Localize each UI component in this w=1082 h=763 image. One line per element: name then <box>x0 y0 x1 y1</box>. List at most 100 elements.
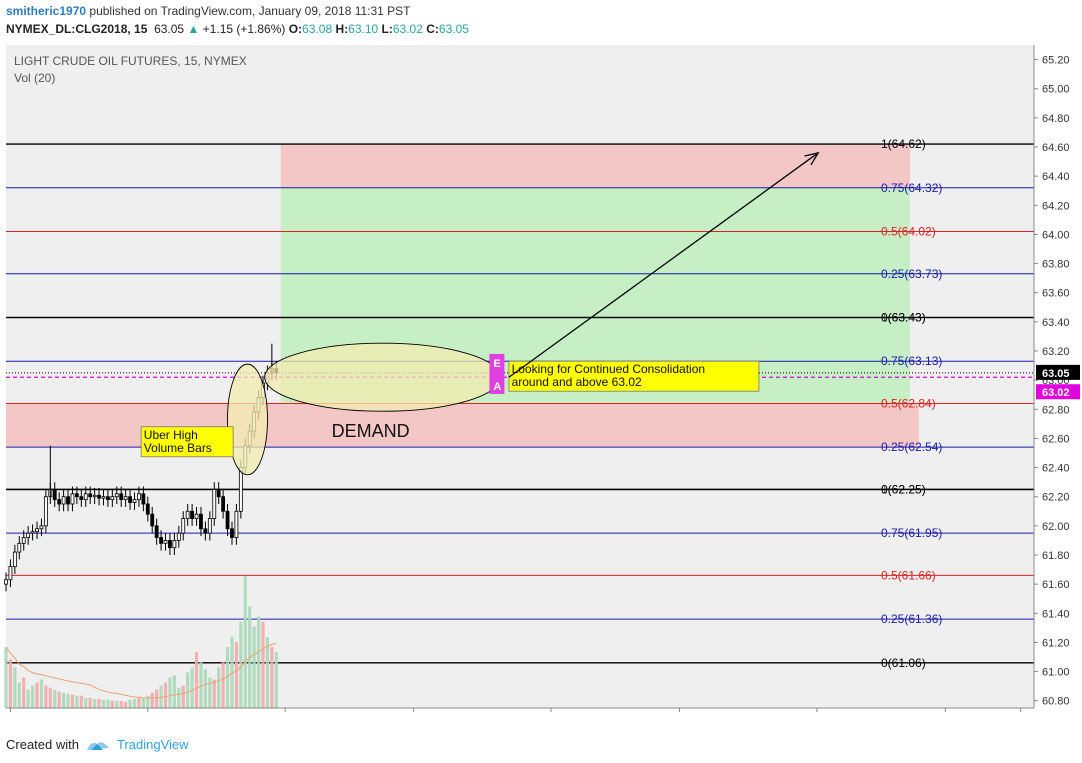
volume-bar <box>230 636 234 708</box>
volume-ma-line <box>5 642 277 699</box>
tradingview-brand-link[interactable]: TradingView <box>116 737 189 752</box>
change-value: +1.15 (+1.86%) <box>202 22 286 36</box>
demand-ellipse <box>264 342 502 412</box>
volume-bar <box>212 679 216 708</box>
y-tick-label: 62.40 <box>1042 463 1070 475</box>
volume-bar <box>243 576 247 708</box>
candle-body <box>57 499 62 505</box>
volume-bar <box>53 689 57 708</box>
y-tick-label: 61.00 <box>1042 667 1070 679</box>
volume-bar <box>106 699 110 708</box>
y-tick-label: 63.80 <box>1042 259 1070 271</box>
volume-bar <box>97 698 101 708</box>
created-with-text: Created with <box>6 737 79 752</box>
y-tick-label: 60.80 <box>1042 696 1070 708</box>
y-tick-label: 62.00 <box>1042 521 1070 533</box>
y-tick-label: 62.80 <box>1042 404 1070 416</box>
fib-label-middle-1: 0.75(63.13) <box>881 354 942 368</box>
volume-bar <box>163 682 168 708</box>
fib-label-lower-2: 0.5(61.66) <box>881 568 936 582</box>
footer: Created with TradingView <box>6 737 189 752</box>
symbol-name: NYMEX_DL:CLG2018, 15 <box>6 22 148 36</box>
volume-bar <box>13 667 17 708</box>
entry-marker-e: E <box>493 358 500 370</box>
candle-body <box>185 510 190 519</box>
volume-bar <box>101 699 106 708</box>
candle-body <box>17 542 22 553</box>
volume-bar <box>115 700 119 708</box>
x-axis-panel <box>6 708 1034 713</box>
candle-body <box>190 510 195 519</box>
volume-bar <box>199 662 203 708</box>
close-value: 63.05 <box>438 22 469 36</box>
volume-bar <box>119 700 123 708</box>
candle-body <box>21 537 26 544</box>
last-price-tag <box>1036 364 1080 380</box>
candle-body <box>154 525 159 538</box>
volume-bar <box>155 689 159 708</box>
candle-body <box>70 493 75 505</box>
volume-bar <box>110 700 114 708</box>
volume-bar <box>265 636 270 708</box>
target-arrow-head <box>804 151 820 166</box>
candle-body <box>128 496 132 503</box>
candle-body <box>114 493 119 498</box>
volume-bar <box>4 647 8 708</box>
price-chart[interactable]: 1(64.62) 0.75(64.32) 0.5(64.02) 0.25(63.73)… <box>0 41 1082 713</box>
candle-body <box>106 496 110 501</box>
entry-marker-a: A <box>493 381 501 393</box>
volume-bar <box>203 669 207 708</box>
upper-risk-zone <box>280 144 910 188</box>
y-tick-label: 63.40 <box>1042 317 1070 329</box>
open-label: O: <box>288 22 303 36</box>
candle-body <box>159 537 163 544</box>
candle-body <box>4 579 8 585</box>
volume-bar <box>8 659 13 708</box>
volume-bar <box>186 672 190 708</box>
volume-bar <box>26 689 30 708</box>
fib-label-upper-3: 0.25(63.73) <box>881 267 942 281</box>
volume-bar <box>159 685 163 708</box>
candle-body <box>234 510 239 538</box>
volume-bar <box>177 687 181 708</box>
candle-body <box>74 493 79 498</box>
volume-bar <box>88 697 92 708</box>
volume-bar <box>168 677 172 708</box>
volume-bar <box>146 695 150 708</box>
entry-marker <box>489 353 505 394</box>
volume-bar <box>79 695 83 708</box>
volume-bar <box>39 679 44 708</box>
volume-bar <box>141 697 145 708</box>
y-tick-label: 61.40 <box>1042 608 1070 620</box>
candle-body <box>230 528 234 538</box>
demand-label: DEMAND <box>332 421 410 441</box>
y-tick-label: 63.20 <box>1042 346 1070 358</box>
candle-body <box>203 528 208 534</box>
y-tick-label: 65.00 <box>1042 84 1070 96</box>
fib-label-middle-3: 0.25(62.54) <box>881 440 942 454</box>
tradingview-logo-icon[interactable] <box>85 738 111 752</box>
volume-bar <box>194 652 199 708</box>
level-price-tag <box>1036 384 1080 400</box>
candle-body <box>176 532 181 541</box>
y-tick-label: 64.20 <box>1042 200 1070 212</box>
fib-label-middle-2: 0.5(62.84) <box>881 396 936 410</box>
candle-body <box>145 503 150 515</box>
author-link[interactable]: smitheric1970 <box>6 4 87 18</box>
volume-bar <box>217 667 221 708</box>
fib-label-upper-1: 0.75(64.32) <box>881 181 942 195</box>
volume-bar <box>234 642 239 708</box>
candle-body <box>181 518 186 534</box>
candle-body <box>207 518 212 534</box>
volume-bar <box>35 682 39 708</box>
candle-body <box>150 513 155 527</box>
candle-body <box>52 489 57 501</box>
volume-ellipse <box>227 363 268 476</box>
high-label: H: <box>335 22 349 36</box>
high-value: 63.10 <box>348 22 379 36</box>
consolidation-note-box <box>508 360 760 392</box>
fib-label-lower-0: 1(62.25) <box>881 482 926 496</box>
volume-bar <box>208 677 212 708</box>
candle-body <box>110 496 115 501</box>
candle-body <box>172 540 177 549</box>
